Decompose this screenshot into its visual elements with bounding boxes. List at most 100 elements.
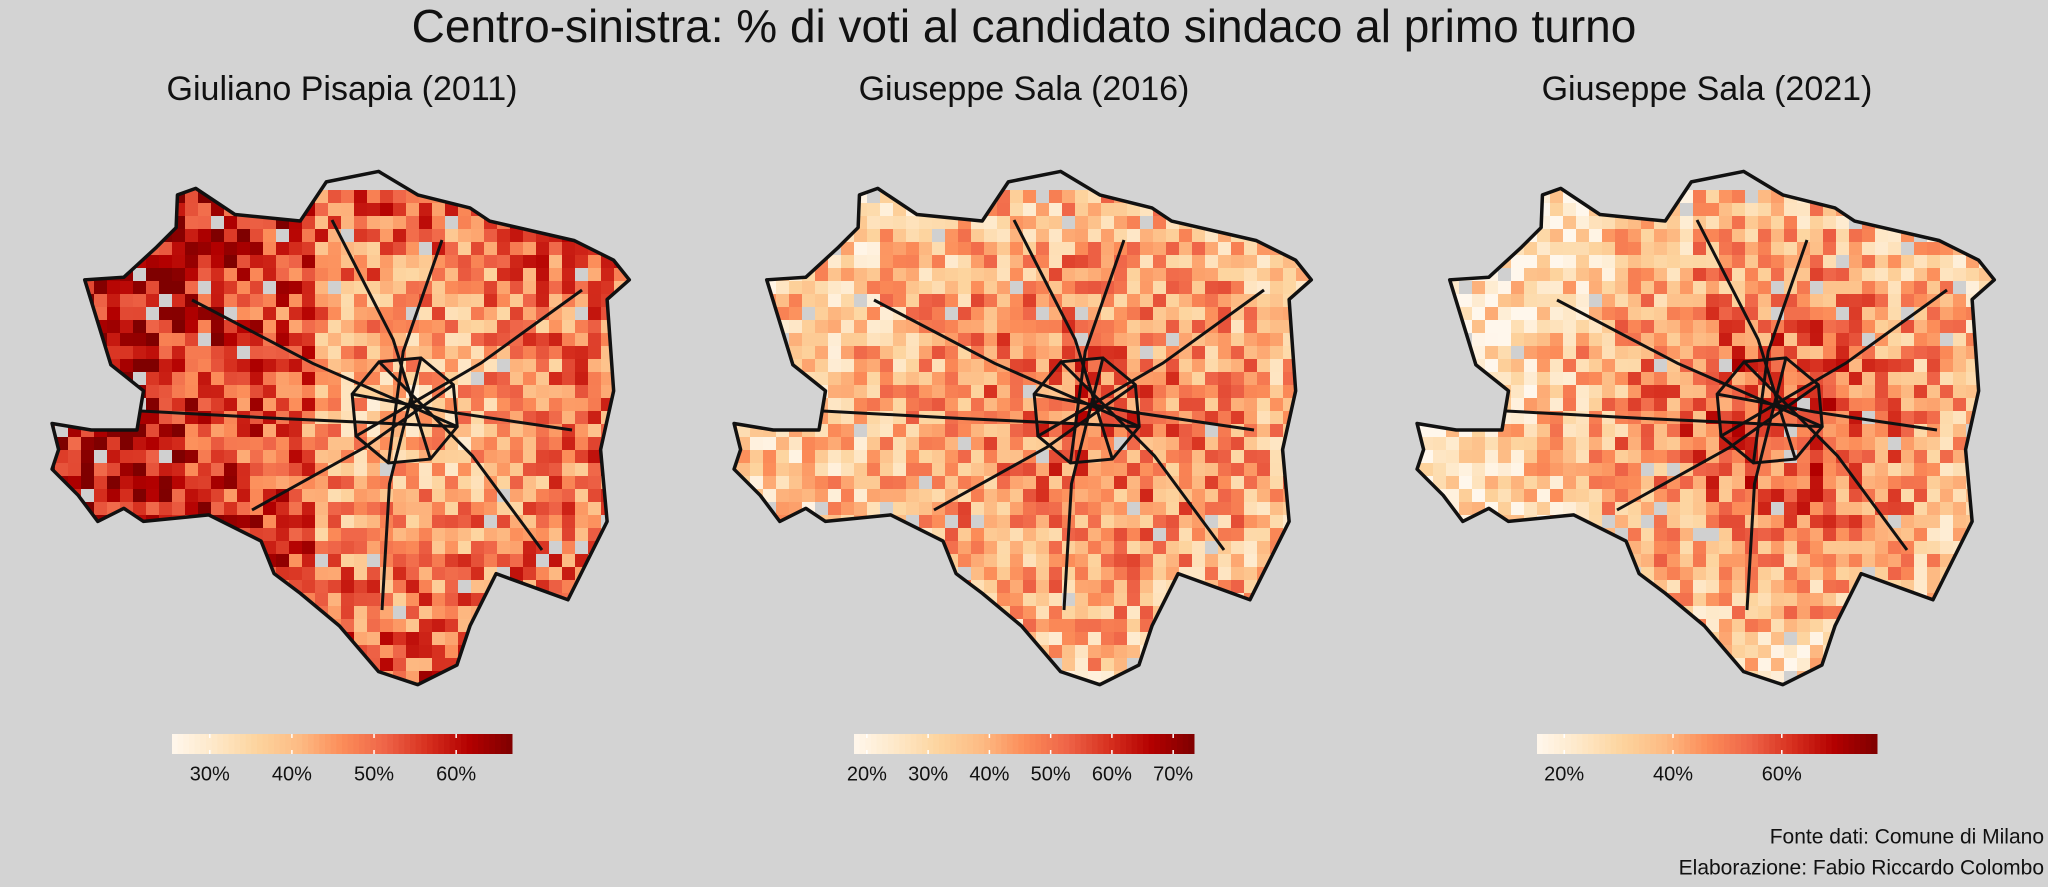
precinct: [406, 294, 420, 308]
colorbar-segment: [1001, 734, 1008, 754]
precinct: [1023, 320, 1037, 334]
precinct: [1693, 450, 1707, 464]
precinct: [237, 229, 251, 243]
colorbar-segment: [495, 734, 502, 754]
precinct: [958, 398, 972, 412]
precinct: [315, 541, 329, 555]
precinct: [198, 255, 212, 269]
precinct: [406, 437, 420, 451]
precinct: [380, 294, 394, 308]
precinct: [302, 333, 316, 347]
precinct: [1706, 294, 1720, 308]
precinct: [893, 255, 907, 269]
colorbar-segment: [223, 734, 230, 754]
author-note: Elaborazione: Fabio Riccardo Colombo: [1679, 857, 2044, 880]
precinct: [1641, 398, 1655, 412]
precinct: [250, 437, 264, 451]
colorbar-segment: [882, 734, 889, 754]
precinct: [302, 567, 316, 581]
precinct: [1927, 268, 1941, 282]
precinct: [1166, 515, 1180, 529]
precinct: [1101, 593, 1115, 607]
precinct: [536, 346, 550, 360]
precinct: [828, 476, 842, 490]
precinct: [341, 541, 355, 555]
precinct: [1641, 229, 1655, 243]
precinct: [354, 541, 368, 555]
precinct: [984, 528, 998, 542]
precinct: [276, 372, 290, 386]
precinct: [997, 242, 1011, 256]
precinct: [906, 242, 920, 256]
colorbar-tick-label: 30%: [190, 763, 230, 785]
precinct: [588, 476, 602, 490]
precinct: [854, 346, 868, 360]
precinct: [1166, 398, 1180, 412]
precinct: [1628, 437, 1642, 451]
colorbar-segment: [910, 734, 917, 754]
precinct: [159, 463, 173, 477]
colorbar-segment: [1046, 734, 1053, 754]
precinct: [1797, 333, 1811, 347]
precinct: [1153, 528, 1167, 542]
precinct: [1615, 216, 1629, 230]
precinct: [945, 268, 959, 282]
colorbar-segment: [177, 734, 184, 754]
colorbar-segment: [444, 734, 451, 754]
precinct: [562, 385, 576, 399]
precinct: [984, 216, 998, 230]
precinct: [367, 515, 381, 529]
precinct: [302, 255, 316, 269]
precinct: [315, 216, 329, 230]
precinct: [1114, 593, 1128, 607]
precinct: [932, 489, 946, 503]
precinct: [1010, 476, 1024, 490]
colorbar-segment: [285, 734, 292, 754]
precinct: [406, 658, 420, 672]
precinct: [523, 489, 537, 503]
precinct: [1771, 242, 1785, 256]
precinct: [1036, 359, 1050, 373]
precinct: [854, 320, 868, 334]
precinct: [302, 580, 316, 594]
precinct: [854, 424, 868, 438]
precinct: [997, 372, 1011, 386]
precinct: [1127, 606, 1141, 620]
precinct: [484, 372, 498, 386]
precinct: [1179, 320, 1193, 334]
precinct: [971, 372, 985, 386]
precinct: [484, 528, 498, 542]
precinct: [1231, 359, 1245, 373]
precinct: [536, 255, 550, 269]
precinct: [159, 489, 173, 503]
precinct: [1179, 294, 1193, 308]
precinct: [1101, 580, 1115, 594]
precinct: [250, 463, 264, 477]
precinct: [1927, 333, 1941, 347]
precinct: [172, 437, 186, 451]
precinct: [1589, 372, 1603, 386]
precinct: [484, 385, 498, 399]
precinct: [302, 346, 316, 360]
precinct: [185, 190, 199, 204]
precinct: [1823, 320, 1837, 334]
precinct: [1511, 346, 1525, 360]
precinct: [1576, 476, 1590, 490]
precinct: [432, 268, 446, 282]
precinct: [263, 255, 277, 269]
precinct: [302, 528, 316, 542]
precinct: [893, 346, 907, 360]
precinct: [1563, 242, 1577, 256]
precinct: [997, 541, 1011, 555]
precinct: [198, 346, 212, 360]
precinct: [419, 203, 433, 217]
colorbar-segment: [398, 734, 405, 754]
precinct: [120, 320, 134, 334]
precinct: [984, 554, 998, 568]
precinct: [1049, 346, 1063, 360]
precinct: [1231, 567, 1245, 581]
precinct: [1166, 359, 1180, 373]
precinct: [1797, 307, 1811, 321]
precinct: [932, 294, 946, 308]
precinct: [1927, 450, 1941, 464]
